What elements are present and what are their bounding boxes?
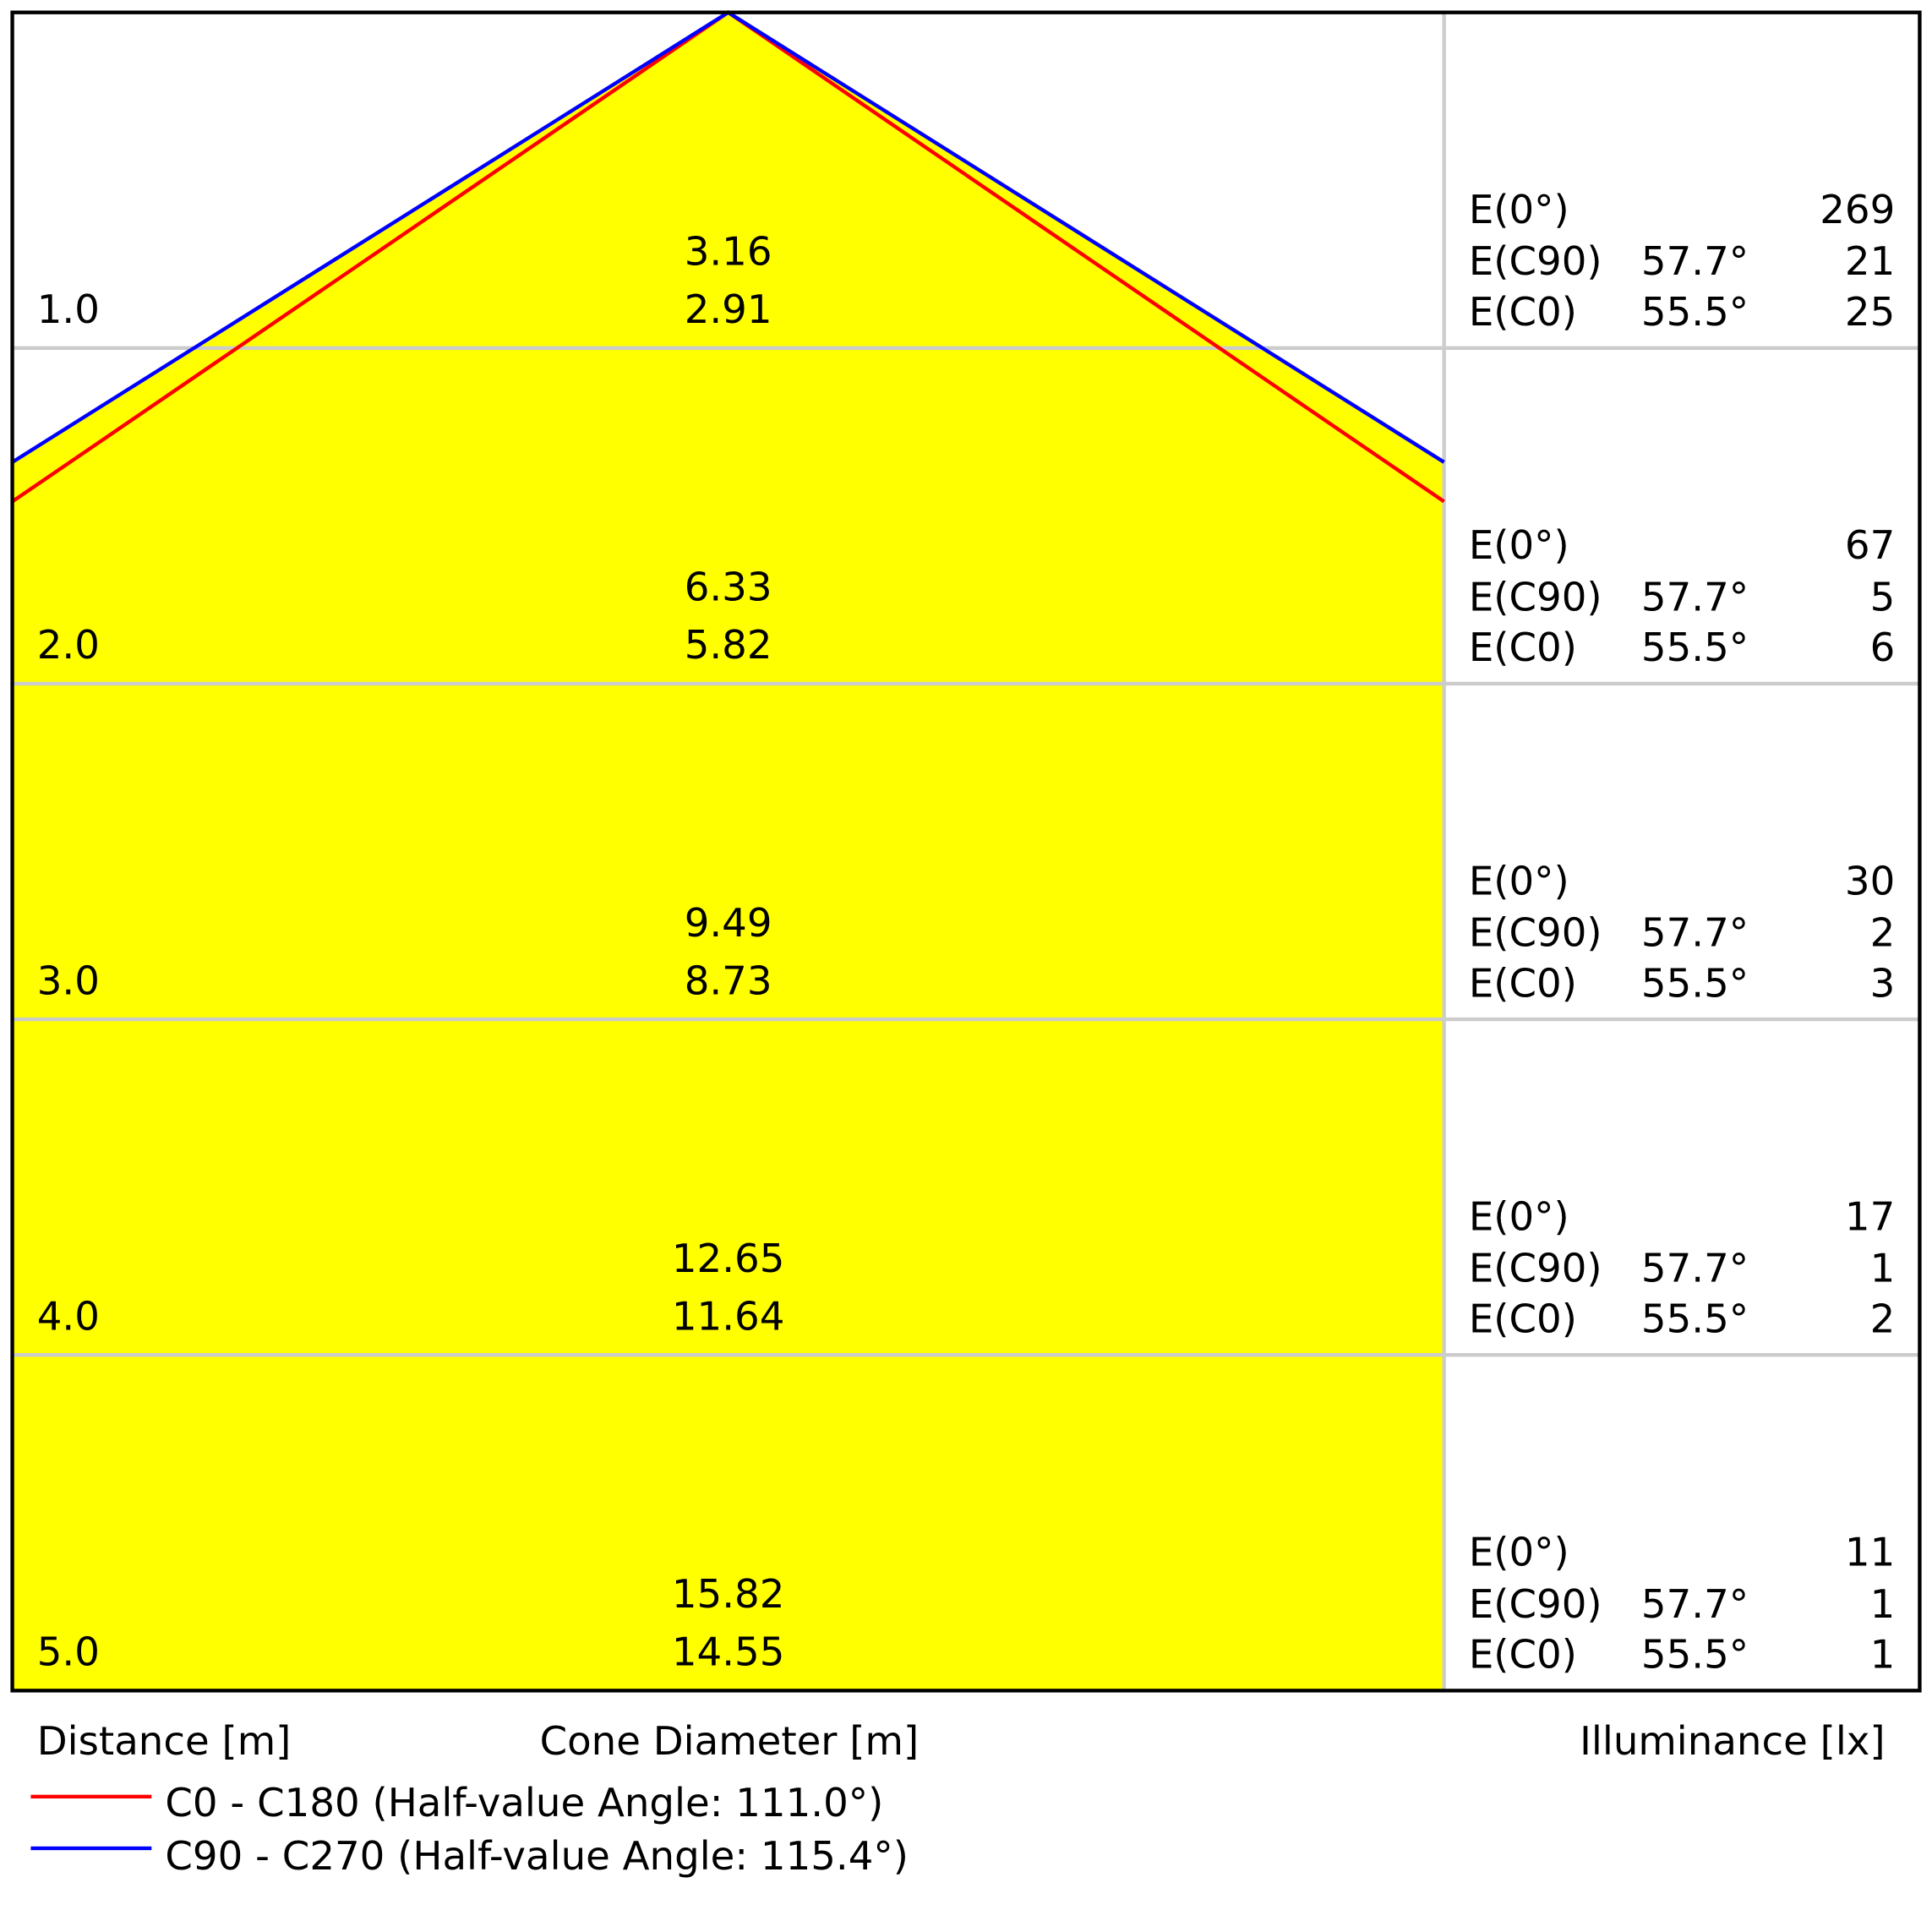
ec0-label: E(C0) — [1469, 961, 1577, 1007]
chart-frame — [10, 10, 1922, 1693]
ec0-label: E(C0) — [1469, 1633, 1577, 1678]
cone-diameter-c90: 6.33 — [685, 565, 772, 611]
ec0-angle: 55.5° — [1641, 1296, 1749, 1342]
distance-label: 3.0 — [37, 958, 100, 1004]
distance-label: 5.0 — [37, 1630, 100, 1676]
ec90-angle: 57.7° — [1641, 239, 1749, 285]
cone-diameter-c90: 3.16 — [685, 230, 772, 276]
ec0-angle: 55.5° — [1641, 961, 1749, 1007]
ec0-value: 3 — [1870, 961, 1896, 1007]
cone-diameter-c90: 12.65 — [672, 1236, 785, 1282]
e0-label: E(0°) — [1469, 1531, 1569, 1576]
distance-label: 1.0 — [37, 287, 100, 333]
cone-diameter-c90: 9.49 — [685, 901, 772, 947]
cone-fill — [12, 12, 1444, 1691]
cone-diameter-c90: 15.82 — [672, 1572, 785, 1618]
cone-diameter-c0: 11.64 — [672, 1294, 785, 1340]
distance-label: 2.0 — [37, 623, 100, 669]
cone-diameter-c0: 14.55 — [672, 1630, 785, 1676]
ec90-angle: 57.7° — [1641, 1582, 1749, 1628]
cone-diameter-c0: 2.91 — [685, 287, 772, 333]
ec90-value: 2 — [1870, 911, 1896, 957]
cone-diameter-c0: 5.82 — [685, 623, 772, 669]
x-axis-label: Cone Diameter [m] — [540, 1719, 920, 1765]
e0-value: 67 — [1845, 523, 1895, 569]
ec90-label: E(C90) — [1469, 239, 1602, 285]
e0-value: 30 — [1845, 859, 1895, 904]
ec90-angle: 57.7° — [1641, 1247, 1749, 1292]
ec0-value: 2 — [1870, 1296, 1896, 1342]
legend-label-c90: C90 - C270 (Half-value Angle: 115.4°) — [165, 1834, 909, 1880]
ec90-value: 1 — [1870, 1247, 1896, 1292]
ec0-label: E(C0) — [1469, 290, 1577, 336]
ec0-value: 6 — [1870, 625, 1896, 671]
ec0-label: E(C0) — [1469, 1296, 1577, 1342]
e0-label: E(0°) — [1469, 188, 1569, 233]
illuminance-label: Illuminance [lx] — [1580, 1719, 1885, 1765]
legend-label-c0: C0 - C180 (Half-value Angle: 111.0°) — [165, 1781, 883, 1826]
ec0-value: 1 — [1870, 1633, 1896, 1678]
ec90-angle: 57.7° — [1641, 575, 1749, 620]
ec90-label: E(C90) — [1469, 911, 1602, 957]
ec90-value: 1 — [1870, 1582, 1896, 1628]
ec90-value: 5 — [1870, 575, 1896, 620]
ec90-value: 21 — [1845, 239, 1895, 285]
e0-value: 269 — [1820, 188, 1895, 233]
ec0-angle: 55.5° — [1641, 1633, 1749, 1678]
distance-label: 4.0 — [37, 1294, 100, 1340]
y-axis-label: Distance [m] — [37, 1719, 292, 1765]
e0-label: E(0°) — [1469, 523, 1569, 569]
e0-value: 17 — [1845, 1194, 1895, 1240]
ec0-value: 25 — [1845, 290, 1895, 336]
ec90-label: E(C90) — [1469, 1582, 1602, 1628]
e0-label: E(0°) — [1469, 1194, 1569, 1240]
ec0-angle: 55.5° — [1641, 290, 1749, 336]
e0-value: 11 — [1845, 1531, 1895, 1576]
ec0-label: E(C0) — [1469, 625, 1577, 671]
cone-diameter-c0: 8.73 — [685, 958, 772, 1004]
ec90-label: E(C90) — [1469, 575, 1602, 620]
ec0-angle: 55.5° — [1641, 625, 1749, 671]
ec90-label: E(C90) — [1469, 1247, 1602, 1292]
ec90-angle: 57.7° — [1641, 911, 1749, 957]
e0-label: E(0°) — [1469, 859, 1569, 904]
